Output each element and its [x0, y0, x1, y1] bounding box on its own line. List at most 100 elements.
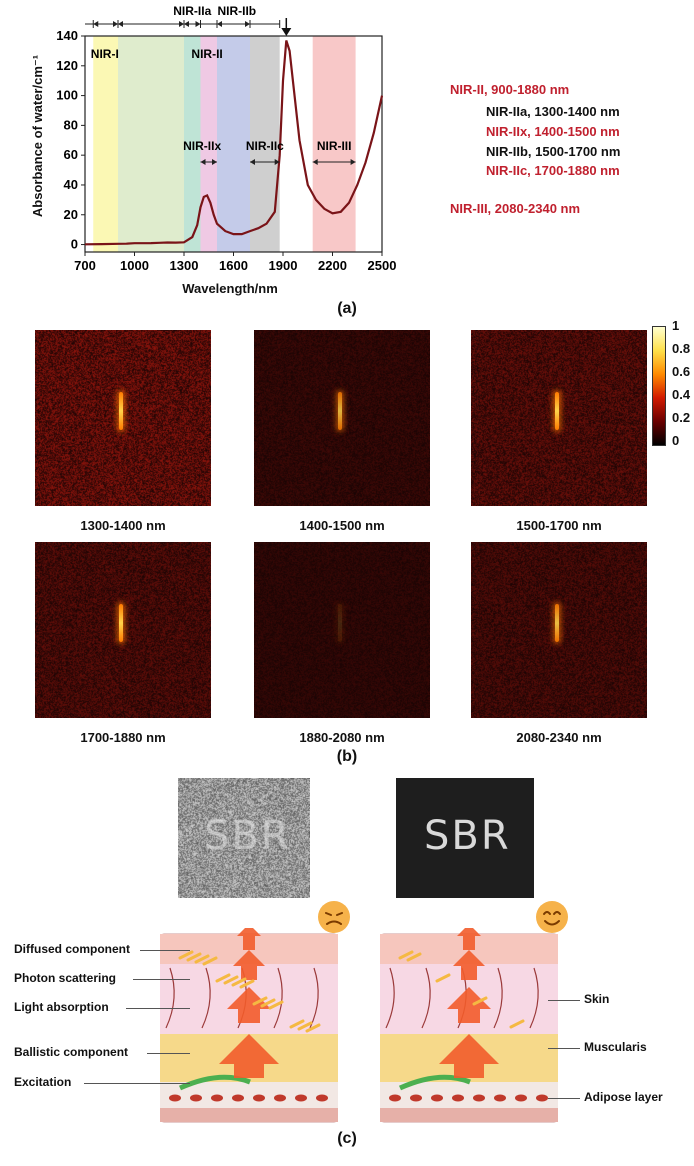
leader-line: [548, 1098, 580, 1099]
blood-cell: [536, 1094, 548, 1102]
scatter-ray: [202, 956, 218, 966]
scatter-ray: [194, 954, 210, 964]
annotation-layer: NIR-IIa NIR-IIb NIR-I NIR-II NIR-IIx NIR-IIc N…: [85, 4, 356, 165]
x-axis-label: Wavelength/nm: [182, 281, 278, 296]
scatter-ray: [223, 975, 239, 985]
blood-cell: [274, 1094, 286, 1102]
light-arrow: [227, 987, 271, 1023]
nir-ii-arrow-head-l: [118, 21, 123, 27]
colorbar-tick-label: 0.4: [672, 387, 691, 402]
nir-image-3: [471, 330, 647, 506]
scatter-ray: [398, 950, 414, 960]
tissue-illustration-right: [380, 928, 558, 1123]
blood-cell: [316, 1094, 328, 1102]
colorbar-tick-label: 0.8: [672, 341, 691, 356]
panel-c-label: (c): [337, 1130, 357, 1147]
band-layer: [93, 36, 356, 252]
scatter-ray: [305, 1023, 321, 1033]
nir-iii-arrow-head-l: [312, 159, 318, 165]
x-tick-label: 700: [74, 258, 96, 273]
blood-cell: [253, 1094, 265, 1102]
y-tick-label: 80: [64, 117, 78, 132]
y-tick-label: 120: [56, 58, 78, 73]
scatter-ray: [297, 1021, 313, 1031]
tissue-label-right: Muscularis: [584, 1040, 647, 1054]
clear-sbr-image: SBR: [396, 778, 534, 898]
leader-line: [133, 979, 190, 980]
blood-cell: [211, 1094, 223, 1102]
y-tick-label: 60: [64, 147, 78, 162]
band-nir-i: [93, 36, 118, 252]
water-absorbance-chart: 700 1000 1300 1600 1900 2200 2500 0 20 40 60 80 100 1…: [56, 4, 397, 273]
image-caption: 1400-1500 nm: [299, 518, 385, 533]
band-nir-iic: [250, 36, 280, 252]
tissue-label-right: Adipose layer: [584, 1090, 663, 1104]
x-tick-label: 2500: [368, 258, 397, 273]
noisy-sbr-image: SBR: [178, 778, 310, 898]
nir-image-5: [254, 542, 430, 718]
light-arrow: [233, 950, 265, 980]
scatter-ray: [231, 977, 247, 987]
vessel-line: [165, 967, 175, 1029]
scatter-ray: [435, 973, 451, 983]
excitation-beam: [398, 1074, 471, 1091]
blood-cell: [515, 1094, 527, 1102]
blood-cell: [190, 1094, 202, 1102]
vessel-line: [493, 967, 503, 1029]
scatter-ray: [215, 973, 231, 983]
x-tick-label: 1000: [120, 258, 149, 273]
blood-cell: [410, 1094, 422, 1102]
blood-cell: [232, 1094, 244, 1102]
x-tick-label: 2200: [318, 258, 347, 273]
light-arrow: [453, 950, 485, 980]
label-nir-iia: NIR-IIa: [173, 4, 211, 18]
light-arrow: [219, 1034, 279, 1078]
y-tick-label: 20: [64, 207, 78, 222]
probe-signal: [555, 604, 559, 642]
tissue-label-left: Ballistic component: [14, 1045, 129, 1059]
y-tick-label: 40: [64, 177, 78, 192]
sbr-text-clear: SBR: [424, 813, 511, 859]
vessel-line: [201, 967, 211, 1029]
y-tick-label: 100: [56, 88, 78, 103]
leader-line: [147, 1053, 190, 1054]
blood-cell: [295, 1094, 307, 1102]
nir-i-arrow-head-l: [93, 21, 99, 27]
tissue-illustration-left: [160, 928, 338, 1123]
sad-face-icon: [318, 901, 350, 933]
blood-cell: [494, 1094, 506, 1102]
probe-signal: [338, 392, 342, 430]
nir-image-6: [471, 542, 647, 718]
nir-ii-arrow-head-r: [179, 21, 184, 27]
base-layer: [160, 1108, 338, 1122]
legend-entry: NIR-IIb, 1500-1700 nm: [486, 144, 621, 159]
scatter-ray: [472, 996, 488, 1006]
tissue-label-left: Photon scattering: [14, 971, 117, 985]
scatter-ray: [186, 952, 202, 962]
nir-iix-arrow-head-r: [212, 159, 217, 165]
blood-cell: [389, 1094, 401, 1102]
band-nir-ii: [118, 36, 184, 252]
sbr-text-noisy: SBR: [204, 813, 291, 859]
legend-entry: NIR-II, 900-1880 nm: [450, 82, 570, 97]
nir-i-arrow-head-r: [113, 21, 118, 27]
y-tick-label: 0: [71, 237, 78, 252]
leader-line: [548, 1000, 580, 1001]
nir-image-4: [35, 542, 211, 718]
scatter-ray: [268, 1000, 284, 1010]
nir-iix-arrow-head-l: [200, 159, 206, 165]
leader-line: [548, 1048, 580, 1049]
image-caption: 1880-2080 nm: [299, 730, 385, 745]
nir-image-2: [254, 330, 430, 506]
nir-iic-arrow-head-r: [274, 159, 280, 165]
blood-cell: [169, 1094, 181, 1102]
colorbar: [652, 326, 666, 446]
absorbance-line: [84, 40, 384, 246]
leader-line: [126, 1008, 190, 1009]
image-caption: 1500-1700 nm: [516, 518, 602, 533]
legend-entry: NIR-IIx, 1400-1500 nm: [486, 124, 620, 139]
nir-iib-arrow-head-l: [217, 21, 222, 27]
scatter-ray: [406, 952, 422, 962]
image-caption: 2080-2340 nm: [516, 730, 602, 745]
nir-image-1: [35, 330, 211, 506]
